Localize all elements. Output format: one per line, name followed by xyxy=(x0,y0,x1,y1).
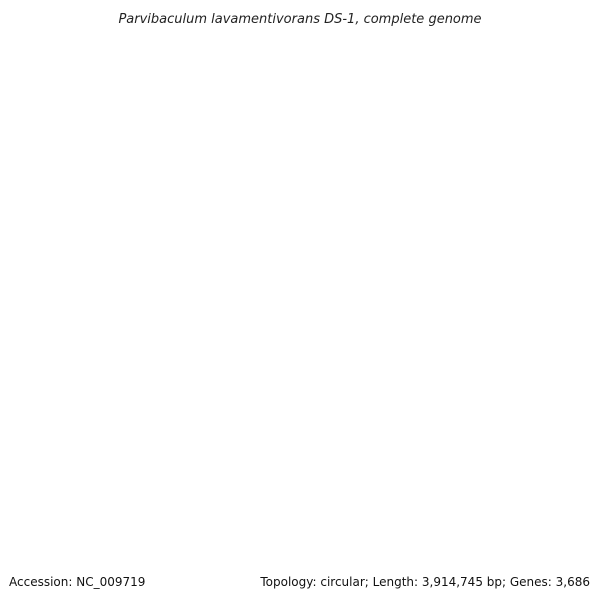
genome-title: Parvibaculum lavamentivorans DS-1, compl… xyxy=(118,12,481,27)
accession-text: Accession: NC_009719 xyxy=(9,575,145,589)
genome-summary-text: Topology: circular; Length: 3,914,745 bp… xyxy=(259,575,590,589)
